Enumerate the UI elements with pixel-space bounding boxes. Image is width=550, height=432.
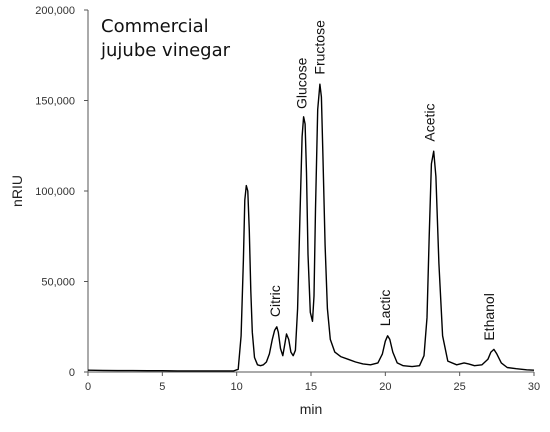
- peak-label-citric: Citric: [267, 285, 283, 317]
- x-axis-title: min: [300, 401, 323, 417]
- y-tick-label: 0: [69, 367, 75, 379]
- x-axis-ticks: 0 5 10 15 20 25 30: [85, 372, 540, 393]
- x-tick-label: 10: [231, 381, 243, 393]
- peak-label-glucose: Glucose: [294, 57, 310, 109]
- x-tick-label: 20: [379, 381, 391, 393]
- peak-label-ethanol: Ethanol: [481, 293, 497, 340]
- y-axis-title: nRIU: [9, 175, 25, 207]
- y-tick-label: 50,000: [41, 277, 75, 289]
- chart-title-line-1: Commercial: [101, 16, 209, 37]
- x-tick-label: 5: [159, 381, 165, 393]
- chart-title-line-2: jujube vinegar: [100, 40, 231, 61]
- peak-label-lactic: Lactic: [377, 290, 393, 327]
- y-tick-label: 150,000: [35, 96, 75, 108]
- x-tick-label: 30: [528, 381, 540, 393]
- x-tick-label: 25: [454, 381, 466, 393]
- peak-label-acetic: Acetic: [421, 103, 437, 141]
- y-axis-ticks: 0 50,000 100,000 150,000 200,000: [35, 5, 88, 379]
- x-tick-label: 0: [85, 381, 91, 393]
- y-tick-label: 100,000: [35, 186, 75, 198]
- y-tick-label: 200,000: [35, 5, 75, 17]
- peak-label-fructose: Fructose: [311, 20, 327, 75]
- x-tick-label: 15: [305, 381, 317, 393]
- chromatogram-trace: [87, 83, 535, 372]
